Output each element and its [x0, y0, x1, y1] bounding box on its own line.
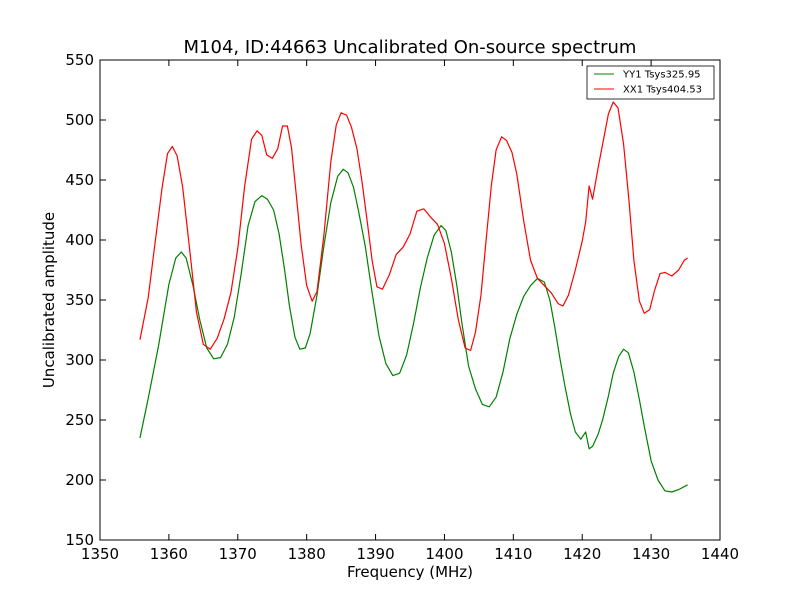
x-tick-label: 1420: [563, 545, 601, 563]
plot-area: [99, 59, 721, 541]
x-tick-label: 1430: [632, 545, 670, 563]
x-tick-label: 1360: [150, 545, 188, 563]
x-tick-label: 1440: [701, 545, 739, 563]
tick-layer: 1350 1360 1370 1380 1390 1400 1410 1420 1430 1440…: [65, 51, 739, 563]
x-axis-label: Frequency (MHz): [347, 563, 473, 581]
x-tick-label: 1350: [81, 545, 119, 563]
y-axis-label: Uncalibrated amplitude: [40, 212, 58, 388]
y-tick-label: 250: [65, 411, 94, 429]
series-layer: [139, 101, 688, 493]
y-tick-label: 550: [65, 51, 94, 69]
y-tick-label: 350: [65, 291, 94, 309]
series-line-1: [139, 101, 688, 351]
y-tick-label: 500: [65, 111, 94, 129]
legend-box: [586, 65, 715, 100]
y-tick-label: 400: [65, 231, 94, 249]
legend: YY1 Tsys325.95 XX1 Tsys404.53: [586, 65, 715, 100]
x-tick-label: 1390: [356, 545, 394, 563]
x-tick-label: 1410: [494, 545, 532, 563]
x-tick-label: 1400: [425, 545, 463, 563]
legend-label-xx1: XX1 Tsys404.53: [623, 85, 702, 96]
y-tick-label: 450: [65, 171, 94, 189]
x-tick-label: 1380: [288, 545, 326, 563]
y-tick-label: 300: [65, 351, 94, 369]
chart-title: M104, ID:44663 Uncalibrated On-source sp…: [184, 37, 637, 58]
y-tick-label: 200: [65, 471, 94, 489]
legend-label-yy1: YY1 Tsys325.95: [622, 70, 701, 81]
x-tick-label: 1370: [219, 545, 257, 563]
series-line-0: [139, 168, 688, 493]
y-tick-label: 150: [65, 531, 94, 549]
